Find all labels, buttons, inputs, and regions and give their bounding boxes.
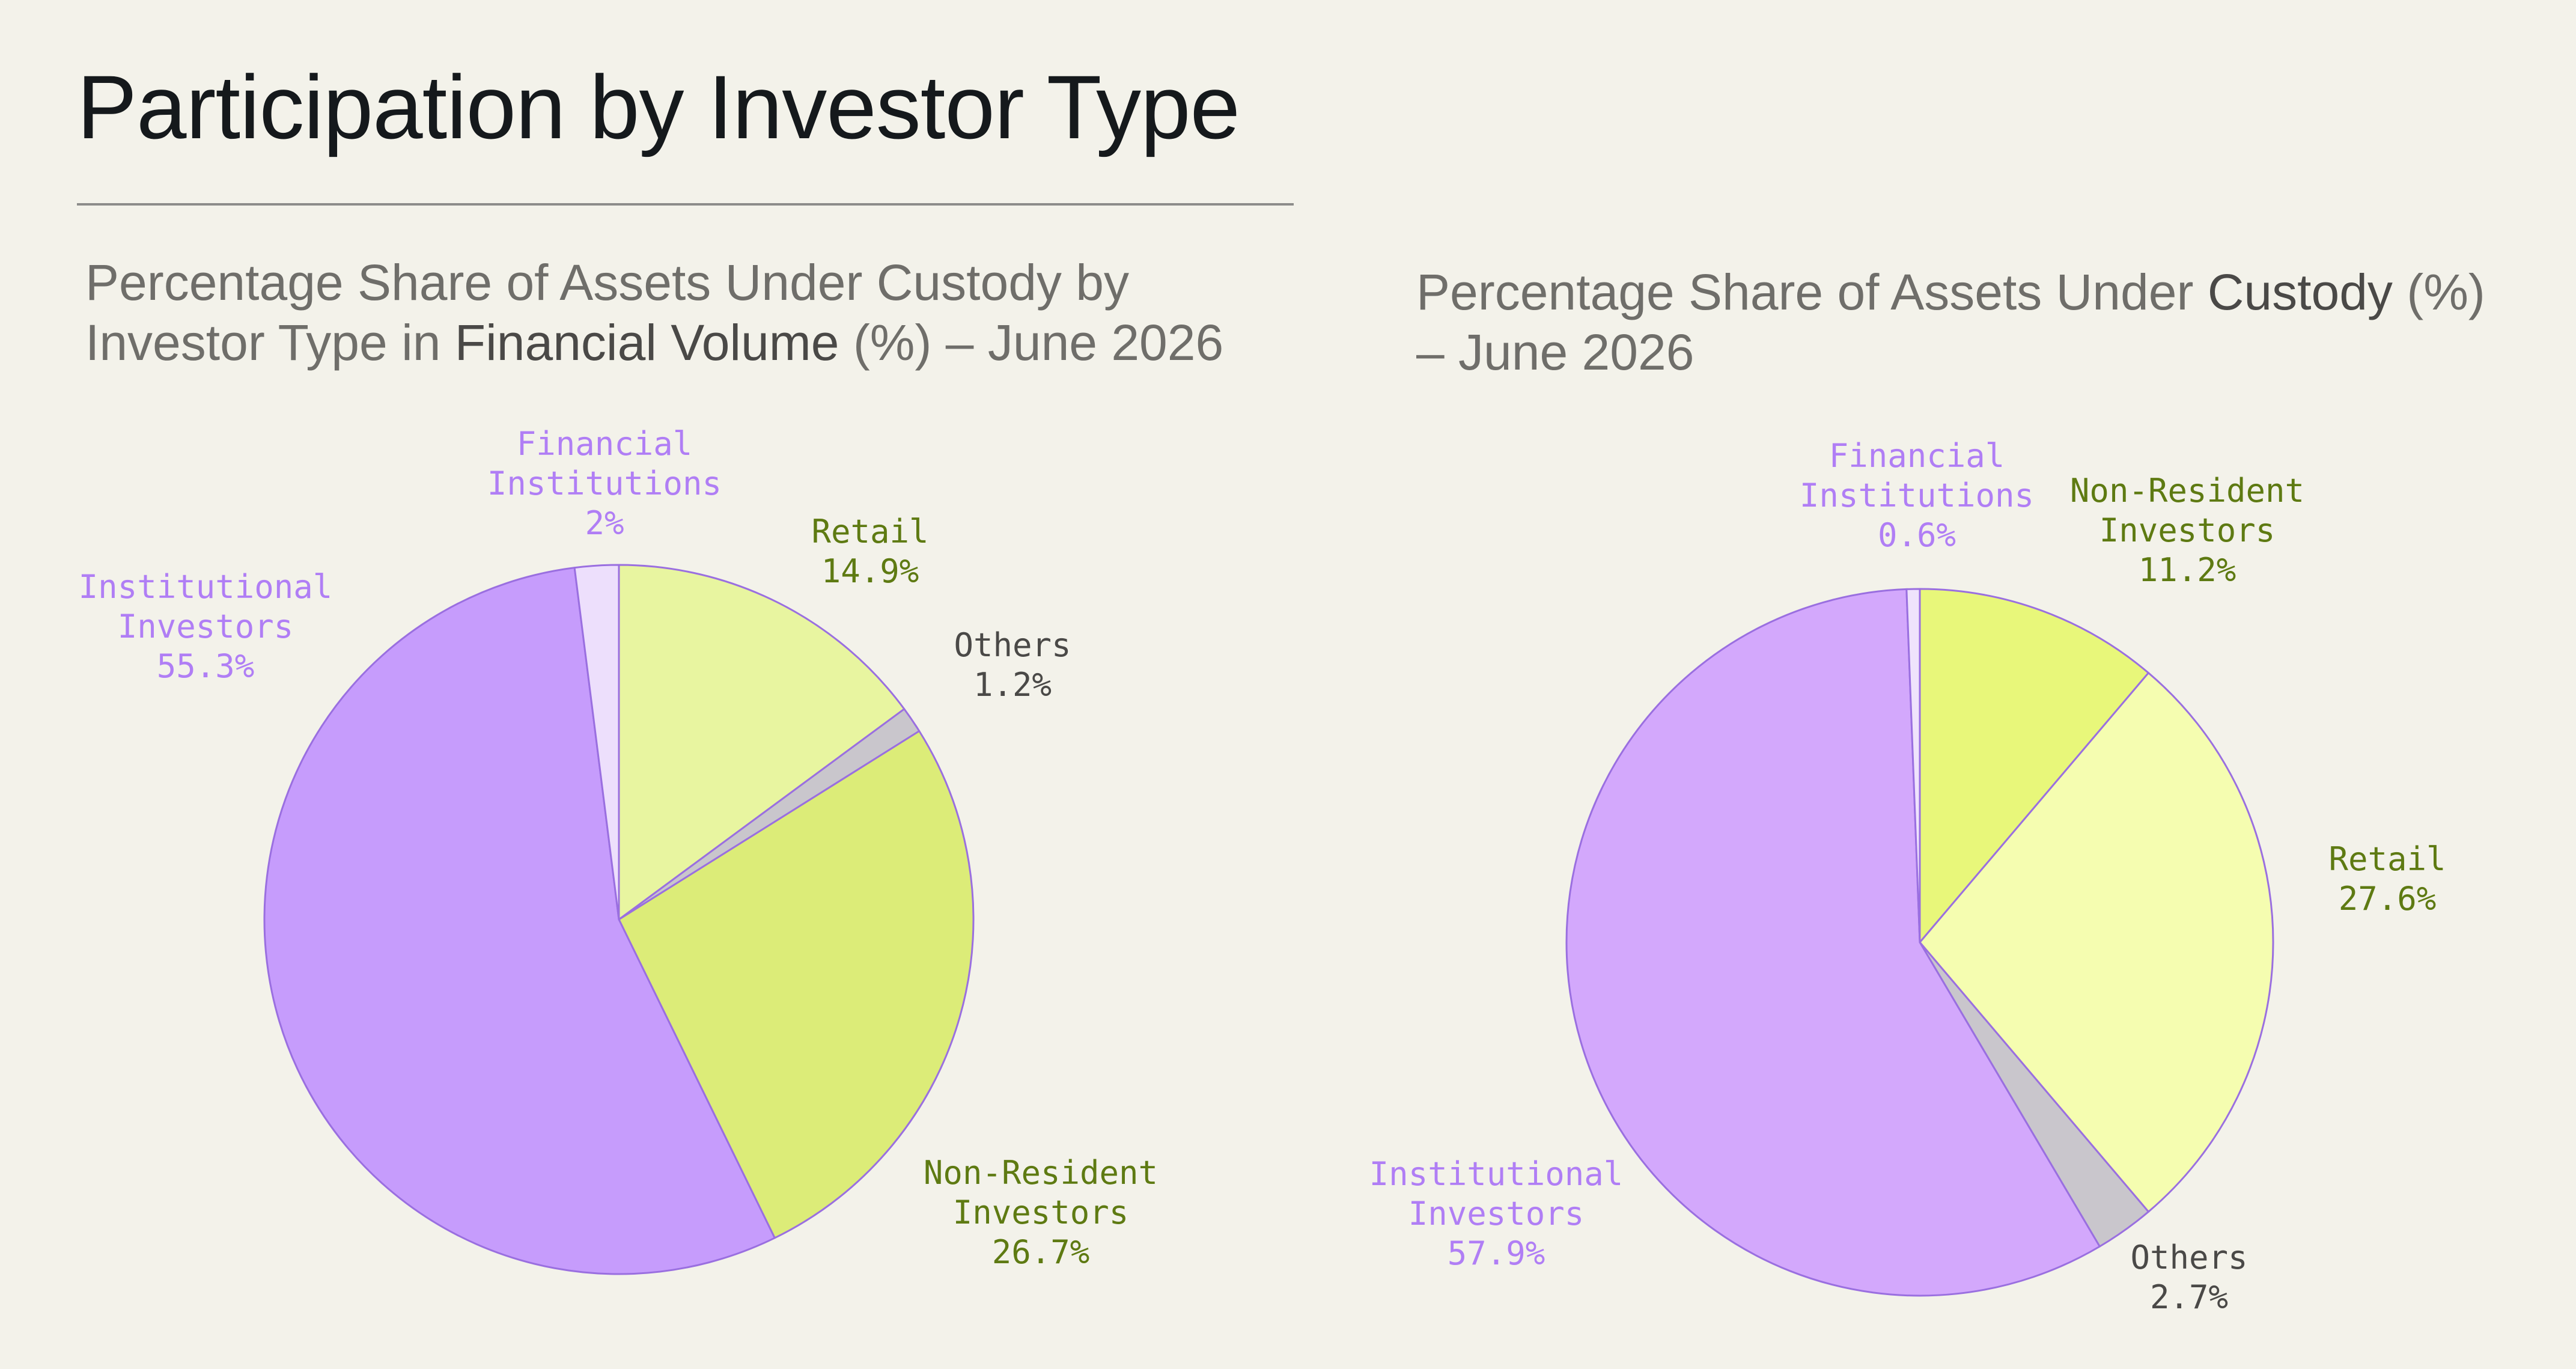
pie-slice-institutional-investors — [1565, 588, 2101, 1297]
slice-label-financial-institutions: Financial Institutions 2% — [487, 425, 722, 542]
pie-slice-retail — [618, 564, 906, 921]
page-title: Participation by Investor Type — [77, 56, 1240, 157]
pie-slice-financial-institutions — [1905, 588, 1921, 944]
pie-slice-institutional-investors — [263, 567, 776, 1275]
pie-slice-non-resident-investors — [618, 730, 975, 1239]
chart-title-custody: Percentage Share of Assets Under Custody… — [1416, 264, 2485, 380]
slice-label-institutional-investors: Institutional Investors 57.9% — [1369, 1155, 1624, 1272]
chart-title-financial-volume: Percentage Share of Assets Under Custody… — [85, 254, 1224, 371]
slice-label-retail: Retail 14.9% — [811, 513, 928, 590]
slice-label-financial-institutions: Financial Institutions 0.6% — [1800, 437, 2034, 554]
pie-slice-non-resident-investors — [1919, 588, 2149, 944]
slice-label-non-resident-investors: Non-Resident Investors 11.2% — [2070, 472, 2304, 589]
slice-label-retail: Retail 27.6% — [2328, 840, 2446, 918]
slice-label-others: Others 2.7% — [2130, 1239, 2247, 1316]
slice-label-institutional-investors: Institutional Investors 55.3% — [79, 568, 333, 685]
title-divider — [77, 203, 1294, 206]
pie-slice-financial-institutions — [573, 564, 620, 921]
pie-slice-retail — [1919, 672, 2274, 1213]
slice-label-others: Others 1.2% — [954, 626, 1071, 704]
slice-label-non-resident-investors: Non-Resident Investors 26.7% — [924, 1154, 1158, 1271]
